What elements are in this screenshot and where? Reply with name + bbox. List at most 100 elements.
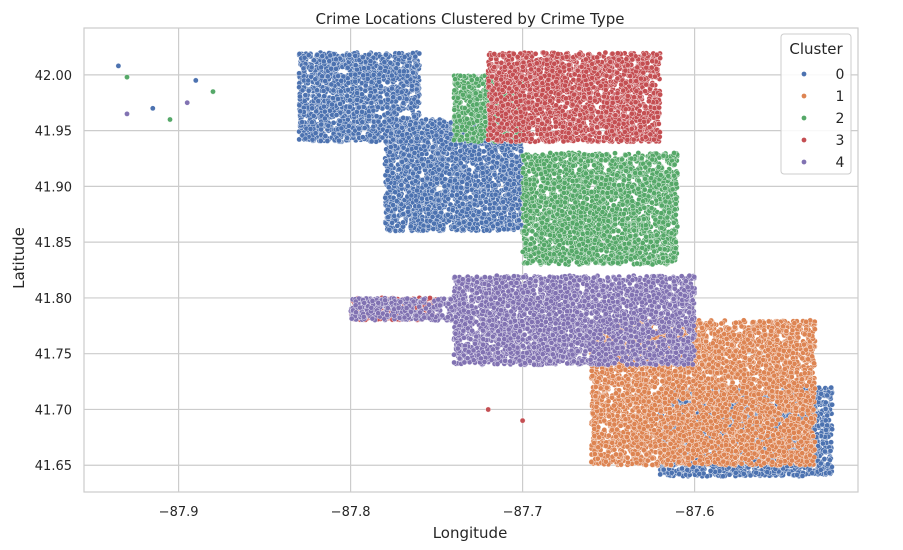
scatter-point-cluster-0 xyxy=(393,198,400,204)
scatter-point-cluster-0 xyxy=(365,113,372,120)
scatter-point-cluster-0 xyxy=(454,171,461,178)
scatter-point-cluster-0 xyxy=(400,219,406,226)
scatter-point-cluster-0 xyxy=(435,166,442,173)
scatter-point-cluster-0 xyxy=(473,173,480,180)
scatter-point-cluster-0 xyxy=(413,197,420,204)
scatter-point-cluster-0 xyxy=(395,106,402,112)
scatter-point-cluster-0 xyxy=(320,88,327,94)
scatter-point-cluster-0 xyxy=(508,205,515,212)
scatter-point-cluster-0 xyxy=(347,104,353,110)
scatter-point-cluster-0 xyxy=(354,90,360,96)
scatter-point-cluster-0 xyxy=(321,108,328,115)
points-layer xyxy=(115,49,835,480)
scatter-point-cluster-0 xyxy=(438,129,445,136)
scatter-point-cluster-0 xyxy=(491,213,497,220)
scatter-point-cluster-0 xyxy=(388,162,395,168)
scatter-point-cluster-0 xyxy=(496,205,502,212)
scatter-point-cluster-0 xyxy=(322,133,329,139)
scatter-point-cluster-0 xyxy=(383,51,389,58)
scatter-point-cluster-0 xyxy=(400,100,407,106)
scatter-point-cluster-0 xyxy=(445,211,451,218)
scatter-point-cluster-0 xyxy=(485,155,492,162)
scatter-point-cluster-0 xyxy=(389,85,395,92)
scatter-point-cluster-0 xyxy=(367,92,373,99)
scatter-point-cluster-0 xyxy=(390,136,396,143)
scatter-point-cluster-0 xyxy=(382,68,388,74)
scatter-point-cluster-0 xyxy=(466,221,473,227)
scatter-point-cluster-0 xyxy=(499,145,505,151)
scatter-point-cluster-0 xyxy=(386,117,393,124)
scatter-point-cluster-0 xyxy=(441,183,448,190)
scatter-point-cluster-0 xyxy=(500,199,507,205)
scatter-point-cluster-0 xyxy=(384,176,391,183)
scatter-point-cluster-0 xyxy=(360,72,367,79)
scatter-point-cluster-0 xyxy=(400,144,407,151)
scatter-point-cluster-0 xyxy=(428,154,435,160)
scatter-point-cluster-0 xyxy=(322,115,328,122)
scatter-point-cluster-0 xyxy=(495,154,502,160)
scatter-point-cluster-0 xyxy=(406,152,412,159)
scatter-point-cluster-0 xyxy=(327,107,333,114)
scatter-point-cluster-0 xyxy=(355,104,362,111)
scatter-point-cluster-0 xyxy=(390,103,397,110)
scatter-point-cluster-0 xyxy=(412,178,419,184)
scatter-point-cluster-0 xyxy=(457,148,464,154)
scatter-point-cluster-0 xyxy=(500,164,507,170)
scatter-point-cluster-0 xyxy=(336,137,342,144)
scatter-point-cluster-0 xyxy=(385,96,391,103)
scatter-point-cluster-0 xyxy=(409,125,416,132)
scatter-point-cluster-0 xyxy=(480,148,487,155)
scatter-point-cluster-0 xyxy=(476,151,482,158)
scatter-point-cluster-0 xyxy=(322,78,329,84)
scatter-point-cluster-0 xyxy=(467,194,474,201)
scatter-point-cluster-0 xyxy=(324,138,331,144)
scatter-point-cluster-0 xyxy=(391,109,398,116)
scatter-point-cluster-0 xyxy=(515,224,521,231)
scatter-point-cluster-0 xyxy=(488,149,495,155)
scatter-point-cluster-0 xyxy=(378,99,384,105)
scatter-point-cluster-0 xyxy=(451,224,458,230)
scatter-point-cluster-0 xyxy=(309,105,316,112)
scatter-point-cluster-0 xyxy=(330,95,336,101)
scatter-point-cluster-0 xyxy=(409,83,415,89)
scatter-point-cluster-0 xyxy=(501,226,507,232)
scatter-point-cluster-0 xyxy=(429,121,436,127)
scatter-point-cluster-0 xyxy=(472,143,478,150)
scatter-point-cluster-0 xyxy=(309,119,315,126)
scatter-point-cluster-0 xyxy=(387,60,394,66)
scatter-point-cluster-0 xyxy=(464,175,471,182)
scatter-point-cluster-0 xyxy=(367,58,374,64)
scatter-point-cluster-0 xyxy=(352,62,359,68)
scatter-point-cluster-0 xyxy=(479,170,486,176)
scatter-point-cluster-0 xyxy=(325,122,332,129)
scatter-point-cluster-0 xyxy=(412,211,419,218)
scatter-point-cluster-0 xyxy=(499,215,505,221)
scatter-point-cluster-0 xyxy=(321,93,328,99)
scatter-point-cluster-0 xyxy=(433,132,440,139)
scatter-point-cluster-0 xyxy=(376,71,383,78)
scatter-point-cluster-0 xyxy=(483,219,490,225)
scatter-point-cluster-0 xyxy=(429,170,436,176)
scatter-point-cluster-0 xyxy=(505,191,512,198)
scatter-point-cluster-0 xyxy=(483,227,490,233)
scatter-point-cluster-0 xyxy=(390,94,397,100)
scatter-point-cluster-0 xyxy=(320,58,327,65)
scatter-point-cluster-0 xyxy=(434,150,441,157)
scatter-point-cluster-0 xyxy=(457,160,464,166)
scatter-point-cluster-0 xyxy=(454,192,460,198)
scatter-point-cluster-0 xyxy=(410,170,416,177)
scatter-point-cluster-0 xyxy=(385,184,392,191)
scatter-point-cluster-0 xyxy=(368,100,375,106)
scatter-point-cluster-0 xyxy=(326,58,333,64)
scatter-point-cluster-0 xyxy=(511,188,518,195)
scatter-point-cluster-0 xyxy=(515,174,522,180)
scatter-point-cluster-0 xyxy=(446,170,453,177)
scatter-point-cluster-0 xyxy=(442,188,449,195)
scatter-point-cluster-0 xyxy=(393,65,400,72)
scatter-point-cluster-0 xyxy=(501,175,508,182)
scatter-point-cluster-0 xyxy=(337,88,344,95)
scatter-point-cluster-0 xyxy=(425,206,431,212)
scatter-point-cluster-0 xyxy=(400,151,407,158)
scatter-point-cluster-0 xyxy=(418,156,425,163)
scatter-point-cluster-0 xyxy=(321,103,327,110)
